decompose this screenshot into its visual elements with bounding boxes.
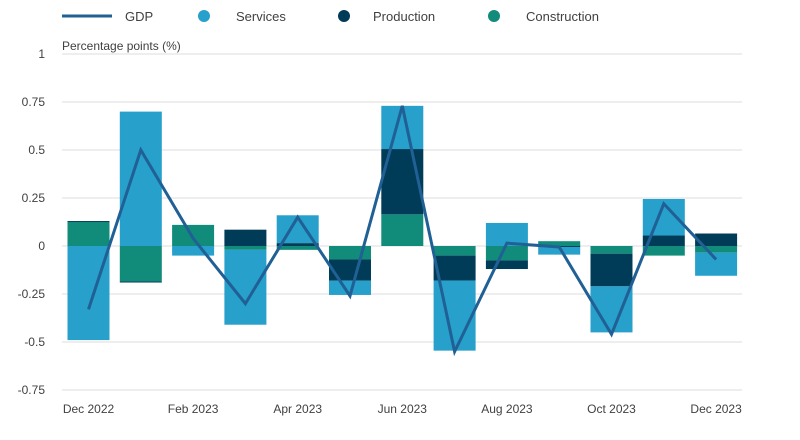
legend-gdp-label: GDP — [125, 9, 153, 24]
bar-services — [67, 246, 110, 341]
legend: GDP Services Production Construction — [62, 9, 599, 24]
y-tick-label: -0.25 — [18, 287, 46, 301]
x-tick-label: Dec 2023 — [690, 402, 742, 416]
bar-construction — [642, 246, 685, 256]
legend-services-swatch — [198, 10, 210, 22]
bar-services — [485, 222, 528, 246]
y-tick-label: 0 — [38, 239, 45, 253]
legend-production-label: Production — [373, 9, 435, 24]
x-tick-label: Feb 2023 — [168, 402, 219, 416]
bar-production — [433, 255, 476, 281]
legend-item-construction: Construction — [488, 9, 599, 24]
gdp-line-layer — [87, 105, 718, 357]
legend-production-swatch — [338, 10, 350, 22]
bar-production — [119, 281, 162, 283]
y-axis-label: Percentage points (%) — [62, 39, 181, 53]
y-tick-label: 0.75 — [22, 95, 46, 109]
bar-construction — [224, 246, 267, 250]
bar-production — [485, 260, 528, 270]
x-axis-ticks: Dec 2022 Feb 2023 Apr 2023 Jun 2023 Aug 2023… — [63, 402, 742, 416]
bar-production — [695, 233, 738, 246]
bar-production — [67, 221, 110, 223]
bar-construction — [276, 246, 319, 250]
y-tick-label: 0.25 — [22, 191, 46, 205]
bar-construction — [485, 246, 528, 261]
legend-item-production: Production — [338, 9, 435, 24]
bar-production — [329, 259, 371, 281]
gdp-line — [87, 105, 718, 357]
bar-construction — [119, 246, 162, 282]
x-tick-label: Apr 2023 — [273, 402, 322, 416]
bar-services — [538, 246, 581, 255]
bar-construction — [695, 246, 738, 253]
y-tick-label: 0.5 — [28, 143, 45, 157]
legend-item-services: Services — [198, 9, 286, 24]
bar-services — [433, 280, 476, 351]
x-tick-label: Dec 2022 — [63, 402, 115, 416]
legend-item-gdp: GDP — [62, 9, 153, 24]
legend-construction-swatch — [488, 10, 500, 22]
bar-construction — [538, 241, 581, 246]
y-axis-ticks: 1 0.75 0.5 0.25 0 -0.25 -0.5 -0.75 — [18, 47, 46, 397]
bars — [67, 105, 738, 351]
bar-production — [590, 253, 633, 287]
x-tick-label: Jun 2023 — [378, 402, 428, 416]
y-tick-label: 1 — [38, 47, 45, 61]
bar-production — [276, 243, 319, 246]
bar-services — [695, 252, 738, 276]
bar-construction — [381, 214, 424, 246]
bar-services — [119, 111, 162, 246]
x-tick-label: Oct 2023 — [587, 402, 636, 416]
x-tick-label: Aug 2023 — [481, 402, 533, 416]
y-tick-label: -0.75 — [18, 383, 46, 397]
bar-construction — [67, 222, 110, 246]
bar-services — [329, 280, 371, 295]
bar-construction — [590, 246, 633, 254]
legend-services-label: Services — [236, 9, 286, 24]
bar-production — [224, 229, 267, 246]
bar-production — [642, 235, 685, 246]
bar-construction — [433, 246, 476, 256]
y-tick-label: -0.5 — [24, 335, 45, 349]
bar-services — [172, 246, 215, 256]
legend-construction-label: Construction — [526, 9, 599, 24]
